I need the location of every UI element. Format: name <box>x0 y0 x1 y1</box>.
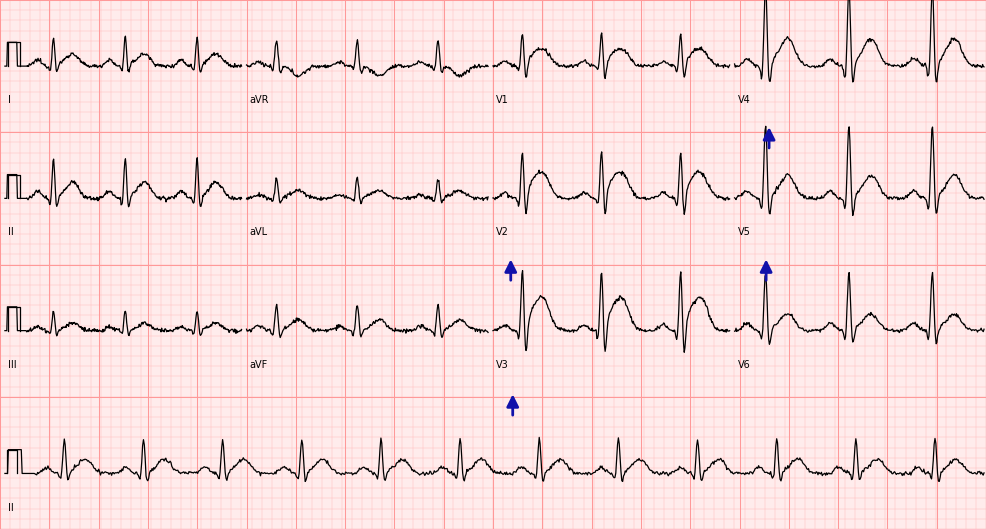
Text: V3: V3 <box>496 360 509 370</box>
Text: V6: V6 <box>738 360 750 370</box>
Text: V5: V5 <box>738 227 750 238</box>
Text: aVR: aVR <box>249 95 269 105</box>
Text: V2: V2 <box>496 227 509 238</box>
Text: aVF: aVF <box>249 360 268 370</box>
Text: V4: V4 <box>738 95 750 105</box>
Text: I: I <box>8 95 11 105</box>
Text: II: II <box>8 503 14 513</box>
Text: II: II <box>8 227 14 238</box>
Text: V1: V1 <box>496 95 509 105</box>
Text: aVL: aVL <box>249 227 267 238</box>
Text: III: III <box>8 360 17 370</box>
